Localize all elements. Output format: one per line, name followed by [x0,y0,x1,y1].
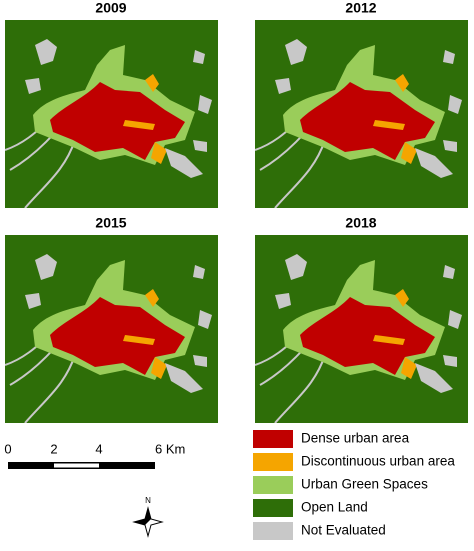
map [255,235,468,423]
north-star-dark [134,508,151,525]
panel-title: 2018 [345,215,376,231]
map [5,20,218,208]
legend-swatch [253,453,293,471]
legend-label: Discontinuous urban area [301,454,455,469]
scale-label: 4 [95,441,102,456]
legend-label: Not Evaluated [301,523,386,538]
scale-bar-white [54,463,99,468]
north-arrow: N [132,496,164,538]
panels: 2009 2012 2015 2018 [5,0,468,423]
panel-title: 2015 [95,215,126,231]
panel-title: 2012 [345,0,376,16]
panel-title: 2009 [95,0,126,16]
legend-label: Dense urban area [301,431,410,446]
map [255,20,468,208]
legend-swatch [253,522,293,540]
legend: Dense urban area Discontinuous urban area… [253,430,455,540]
legend-label: Open Land [301,500,368,515]
scale-label: 0 [4,441,11,456]
legend-swatch [253,499,293,517]
legend-swatch [253,476,293,494]
map [5,235,218,423]
scale-label: 2 [50,441,57,456]
scale-label: 6 Km [155,441,185,456]
legend-label: Urban Green Spaces [301,477,428,492]
legend-swatch [253,430,293,448]
north-label: N [145,496,151,505]
scale-bar: 0 2 4 6 Km [4,441,185,469]
